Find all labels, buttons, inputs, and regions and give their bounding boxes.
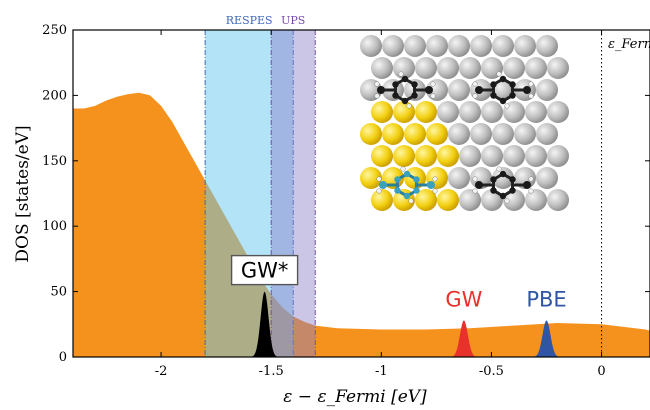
- silver-atom: [470, 35, 492, 57]
- silver-atom: [448, 79, 470, 101]
- silver-atom: [448, 35, 470, 57]
- band-label-respes: RESPES: [226, 14, 273, 27]
- gold-atom: [437, 189, 459, 211]
- peak-gw: [444, 320, 484, 357]
- gold-atom: [426, 123, 448, 145]
- x-tick-label: -1: [375, 364, 388, 379]
- peak-label-pbe: PBE: [526, 287, 566, 311]
- molecule: [374, 71, 436, 109]
- silver-atom: [459, 145, 481, 167]
- y-axis-title: DOS [states/eV]: [13, 125, 33, 262]
- silver-atom: [437, 57, 459, 79]
- silver-atom: [448, 123, 470, 145]
- silver-atom: [525, 101, 547, 123]
- measurement-bands: [204, 30, 316, 357]
- silver-atom: [426, 35, 448, 57]
- silver-atom: [492, 167, 514, 189]
- silver-atom: [481, 101, 503, 123]
- silver-atom: [492, 35, 514, 57]
- silver-atom: [382, 35, 404, 57]
- silver-atom: [536, 123, 558, 145]
- silver-atom: [459, 101, 481, 123]
- gold-atom: [393, 101, 415, 123]
- silver-atom: [360, 35, 382, 57]
- peak-markers: [244, 291, 567, 357]
- silver-atom: [503, 57, 525, 79]
- peak-label-gw-star: GW*: [241, 259, 289, 283]
- peak-pbe: [526, 320, 567, 357]
- peak-label-gw: GW: [445, 287, 482, 311]
- y-axis-ticks: 0 50 100 150 200 250: [42, 23, 650, 365]
- x-axis-title: ε − ε_Fermi [eV]: [283, 387, 427, 407]
- gold-atom: [360, 123, 382, 145]
- x-tick-label: 0: [597, 364, 605, 379]
- silver-atom: [536, 167, 558, 189]
- silver-atom: [547, 145, 569, 167]
- silver-atom: [536, 35, 558, 57]
- silver-atom: [514, 123, 536, 145]
- y-tick-label: 200: [42, 88, 67, 103]
- silver-atom: [481, 145, 503, 167]
- plot-frame: [72, 29, 650, 358]
- y-tick-label: 150: [42, 154, 67, 169]
- silver-atom: [525, 145, 547, 167]
- silver-atom: [404, 35, 426, 57]
- band-respes: [205, 30, 294, 357]
- band-label-ups: UPS: [281, 14, 305, 27]
- silver-atom: [547, 57, 569, 79]
- molecule: [472, 166, 534, 204]
- gold-atom: [404, 123, 426, 145]
- silver-atom: [415, 57, 437, 79]
- y-tick-label: 250: [42, 23, 67, 38]
- gold-atom: [382, 123, 404, 145]
- y-tick-label: 0: [59, 350, 67, 365]
- peak-label-box: [230, 254, 299, 286]
- x-axis-ticks: -2 -1.5 -1 -0.5 0: [155, 30, 606, 379]
- silver-atom: [547, 101, 569, 123]
- gold-atom: [371, 145, 393, 167]
- silver-atom: [525, 57, 547, 79]
- silver-atom: [371, 57, 393, 79]
- silver-atom: [448, 167, 470, 189]
- band-labels: RESPES UPS: [226, 14, 306, 27]
- x-tick-label: -1.5: [259, 364, 284, 379]
- silver-atom: [514, 35, 536, 57]
- fermi-level-label: ε_Ferm: [608, 37, 650, 52]
- peak-labels: GW* GW PBE: [230, 254, 567, 311]
- silver-atom: [503, 145, 525, 167]
- silver-atom: [525, 189, 547, 211]
- silver-atom: [459, 189, 481, 211]
- silver-atom: [470, 123, 492, 145]
- silver-atom: [536, 79, 558, 101]
- gold-atom: [393, 145, 415, 167]
- y-tick-label: 100: [42, 219, 67, 234]
- silver-atom: [492, 79, 514, 101]
- silver-atom: [393, 57, 415, 79]
- peak-gw-star: [244, 291, 285, 357]
- x-tick-label: -0.5: [479, 364, 504, 379]
- gold-atom: [371, 101, 393, 123]
- gold-atom: [415, 145, 437, 167]
- silver-atom: [437, 101, 459, 123]
- gold-atom: [371, 189, 393, 211]
- y-tick-label: 50: [50, 285, 67, 300]
- gold-atom: [437, 145, 459, 167]
- molecule-surface-inset: [360, 35, 569, 211]
- molecule: [472, 71, 534, 109]
- molecule: [376, 166, 438, 204]
- gold-atom: [415, 189, 437, 211]
- plot-area: [73, 30, 650, 357]
- band-ups: [271, 30, 316, 357]
- x-tick-label: -2: [155, 364, 168, 379]
- gold-atom: [360, 167, 382, 189]
- gold-atom: [415, 101, 437, 123]
- silver-atom: [492, 123, 514, 145]
- silver-atom: [547, 189, 569, 211]
- silver-atom: [459, 57, 481, 79]
